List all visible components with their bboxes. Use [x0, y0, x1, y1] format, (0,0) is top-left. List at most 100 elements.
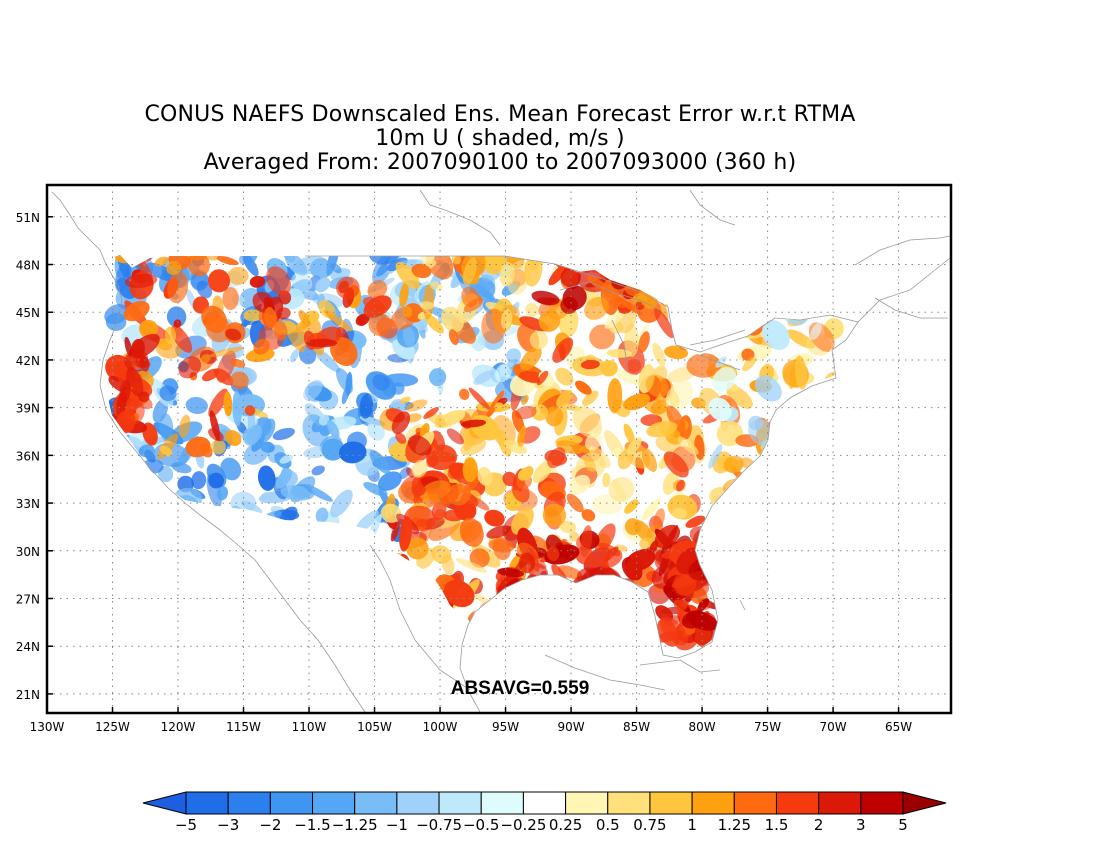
field-cell [517, 435, 525, 447]
colorbar-max-arrow [902, 791, 947, 815]
field-cell [685, 515, 706, 528]
field-cell [555, 367, 574, 386]
field-cell [495, 363, 512, 383]
colorbar-label: 2 [814, 816, 824, 834]
colorbar-box [438, 791, 482, 815]
field-cell [423, 407, 439, 419]
field-cell [572, 405, 603, 438]
field-cell [368, 312, 392, 337]
field-cell [597, 548, 623, 569]
field-cell [318, 414, 330, 426]
field-cell [363, 482, 388, 497]
field-cell [602, 472, 611, 488]
field-cell [607, 378, 623, 414]
field-cell [426, 454, 439, 468]
field-cell [580, 525, 593, 558]
field-cell [191, 471, 207, 490]
lat-tick-label: 24N [16, 640, 40, 654]
field-cell [511, 507, 534, 535]
colorbar-label: −5 [175, 816, 197, 834]
field-cell [484, 509, 505, 527]
field-cell [303, 484, 333, 502]
field-cell [654, 524, 681, 549]
field-cell [641, 448, 658, 472]
field-cell [166, 306, 187, 328]
lon-tick-label: 75W [754, 720, 781, 734]
lat-tick-label: 42N [16, 354, 40, 368]
lon-tick-label: 120W [161, 720, 196, 734]
field-cell [123, 300, 150, 322]
coastlines [51, 189, 951, 713]
field-cell [671, 507, 687, 519]
colorbar-label: −0.25 [500, 816, 546, 834]
field-cell [201, 305, 228, 333]
field-cell [415, 518, 429, 527]
field-cell [548, 264, 568, 286]
field-cell [663, 451, 689, 478]
title-block: CONUS NAEFS Downscaled Ens. Mean Forecas… [0, 103, 1000, 175]
lon-tick-label: 105W [357, 720, 392, 734]
field-cell [363, 295, 392, 318]
field-cell [646, 421, 678, 438]
field-cell [292, 256, 328, 275]
field-cell [557, 565, 583, 580]
field-cell [460, 419, 487, 428]
field-cell [580, 359, 600, 370]
field-cell [499, 262, 515, 287]
field-cell [424, 314, 444, 334]
lon-tick-label: 130W [30, 720, 65, 734]
field-cell [124, 349, 149, 372]
field-cell [666, 405, 686, 433]
colorbar-box [312, 791, 356, 815]
field-cell [677, 436, 699, 455]
field-cell [581, 509, 596, 522]
field-cell [280, 485, 315, 501]
field-cell [178, 356, 202, 379]
field-cell [469, 548, 490, 568]
field-cell [623, 423, 635, 445]
field-cell [208, 472, 225, 489]
colorbar-box [775, 791, 820, 815]
field-cell [486, 525, 511, 539]
field-cell [589, 324, 615, 350]
field-cell [708, 397, 732, 422]
lat-tick-label: 51N [16, 211, 40, 225]
field-cell [697, 598, 710, 612]
colorbar-box [269, 791, 314, 815]
field-cell [455, 558, 488, 573]
field-cell [405, 399, 428, 412]
colorbar-label: −0.75 [416, 816, 462, 834]
field-cell [185, 396, 208, 415]
field-cell [209, 346, 244, 358]
field-cell [208, 388, 228, 418]
lat-tick-label: 45N [16, 306, 40, 320]
colorbar-label: −1.25 [332, 816, 378, 834]
field-cell [675, 479, 685, 492]
colorbar-label: 1 [687, 816, 697, 834]
field-cell [653, 508, 665, 530]
field-cell [119, 379, 131, 403]
field-cell [306, 338, 338, 348]
field-cell [155, 338, 183, 359]
field-cell [383, 373, 419, 387]
field-cell [645, 374, 669, 398]
lat-tick-label: 36N [16, 449, 40, 463]
field-cell [429, 281, 443, 291]
field-cell [164, 326, 177, 345]
field-cell [372, 374, 390, 391]
colorbar-box [354, 791, 398, 815]
lon-tick-label: 85W [623, 720, 650, 734]
field-cell [390, 521, 400, 542]
field-cell [459, 517, 484, 547]
field-cell [330, 263, 342, 274]
field-cell [315, 507, 329, 524]
colorbar-label: −1 [386, 816, 408, 834]
field-cell [245, 424, 263, 445]
field-cell [538, 310, 561, 332]
field-cell [190, 271, 209, 291]
field-cell [167, 271, 189, 304]
field-cell [276, 307, 291, 320]
field-cell [443, 509, 466, 522]
colorbar-box [396, 791, 440, 815]
field-cell [253, 338, 270, 355]
